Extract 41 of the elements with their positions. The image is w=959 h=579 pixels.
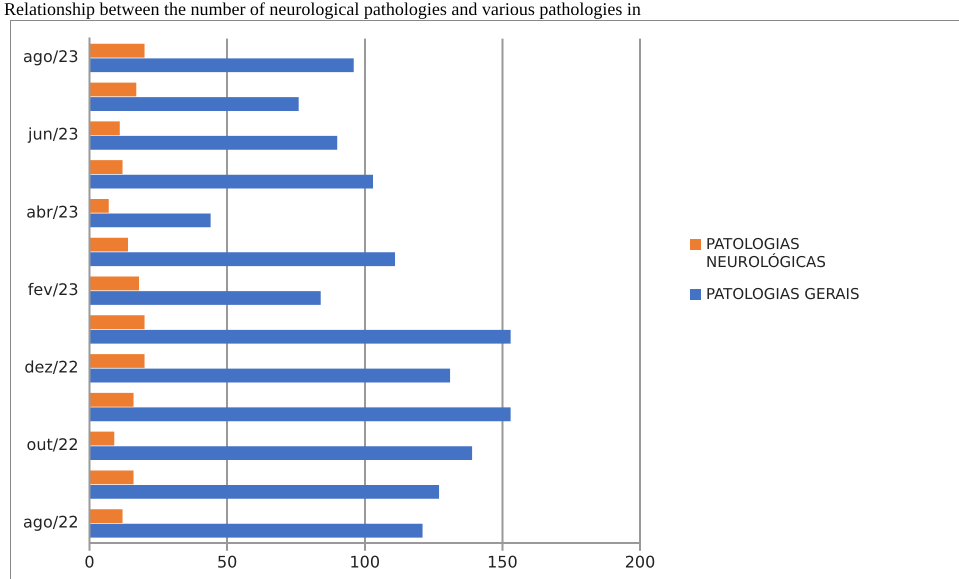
y-tick-label: ago/22 [23,512,78,532]
bar [90,484,440,499]
bar [90,44,145,58]
bar [90,407,511,422]
x-tick-label: 150 [487,552,518,572]
bar [90,97,299,111]
chart-title: Relationship between the number of neurological pathologies and various pathologies in [4,0,641,19]
bar [90,136,338,150]
bar [90,291,321,305]
bar [90,238,128,252]
y-tick-label: jun/23 [27,124,78,144]
bar [90,276,140,290]
bar [90,354,145,368]
y-tick-label: fev/23 [28,280,78,299]
bar [90,160,123,174]
legend-label: PATOLOGIAS GERAIS [706,285,861,303]
y-tick-label: out/22 [26,434,78,454]
legend-label: PATOLOGIAS NEUROLÓGICAS [706,235,827,271]
bar [90,82,136,96]
y-tick-label: ago/23 [23,47,78,66]
bar [90,252,396,266]
bar [90,432,114,446]
bar [90,368,450,382]
bar [90,315,145,330]
y-tick-label: abr/23 [26,202,78,222]
bar [90,174,374,189]
x-tick-label: 100 [349,552,380,572]
bar [90,470,134,484]
bar [90,524,423,538]
bar [90,392,134,407]
bar [90,58,354,72]
bar [90,509,123,524]
bar [90,446,472,460]
bar [90,198,109,213]
x-tick-label: 50 [216,552,238,572]
bar [90,330,511,344]
bar [90,121,120,136]
bar [90,213,211,228]
y-tick-label: dez/22 [24,357,78,376]
x-tick-label: 0 [84,552,95,572]
x-tick-label: 200 [624,552,656,572]
